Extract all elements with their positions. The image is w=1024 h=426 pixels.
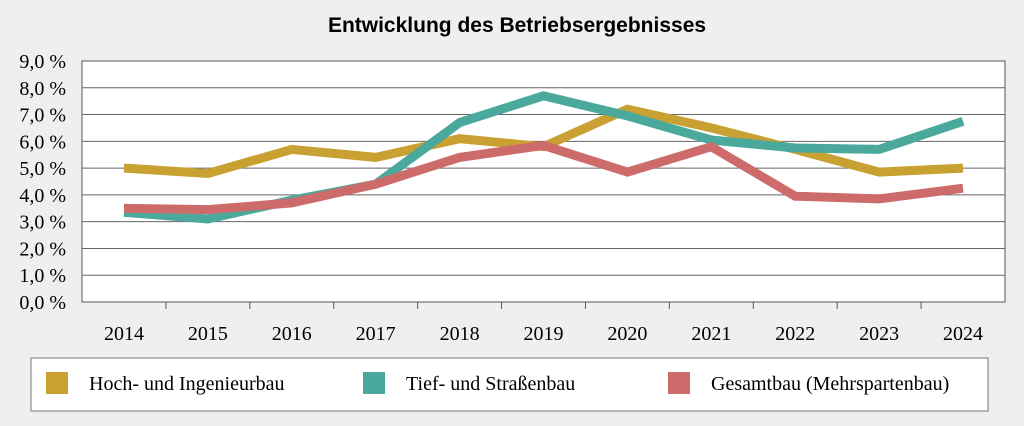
x-tick-label: 2023: [859, 323, 899, 345]
x-tick-label: 2014: [104, 323, 144, 345]
x-tick-label: 2024: [943, 323, 983, 345]
plot-area: [81, 60, 1006, 303]
y-tick-label: 1,0 %: [19, 265, 66, 287]
x-tick-label: 2016: [272, 323, 312, 345]
series-lines: [123, 91, 965, 224]
legend-label: Gesamtbau (Mehrspartenbau): [711, 373, 949, 395]
x-tick-label: 2018: [440, 323, 480, 345]
x-tick-label: 2015: [188, 323, 228, 345]
legend-swatch: [46, 372, 68, 394]
legend: Hoch- und Ingenieurbau Tief- und Straßenb…: [46, 372, 949, 395]
x-tick-label: 2021: [691, 323, 731, 345]
legend-swatch: [363, 372, 385, 394]
x-tick-label: 2017: [356, 323, 396, 345]
chart-title: Entwicklung des Betriebsergebnisses: [327, 14, 707, 37]
y-tick-label: 3,0 %: [19, 212, 66, 234]
legend-box: [30, 357, 989, 412]
y-tick-label: 6,0 %: [19, 131, 66, 153]
x-axis-ticks: 2014 2015 2016 2017 2018 2019 2020 2021 2022 2023…: [104, 302, 983, 345]
legend-label: Hoch- und Ingenieurbau: [89, 373, 285, 395]
y-tick-label: 8,0 %: [19, 78, 66, 100]
y-tick-label: 9,0 %: [19, 51, 66, 73]
x-tick-label: 2022: [775, 323, 815, 345]
y-axis-ticks: 0,0 % 1,0 % 2,0 % 3,0 % 4,0 % 5,0 % 6,0 % 7,0 %…: [19, 51, 66, 314]
y-tick-label: 2,0 %: [19, 238, 66, 260]
legend-swatch: [668, 372, 690, 394]
x-tick-label: 2019: [524, 323, 564, 345]
y-tick-label: 7,0 %: [19, 105, 66, 127]
x-tick-label: 2020: [607, 323, 647, 345]
legend-label: Tief- und Straßenbau: [406, 373, 575, 395]
y-tick-label: 4,0 %: [19, 185, 66, 207]
y-tick-label: 5,0 %: [19, 158, 66, 180]
y-tick-label: 0,0 %: [19, 292, 66, 314]
